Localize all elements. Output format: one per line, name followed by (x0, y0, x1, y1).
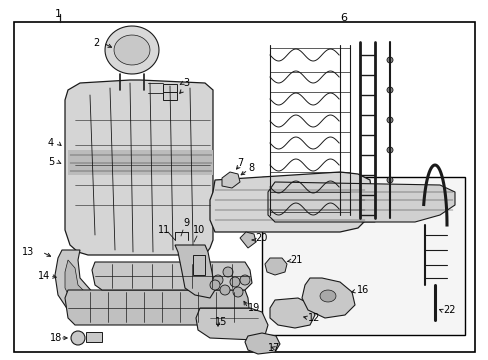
Text: 14: 14 (38, 271, 50, 281)
Text: 10: 10 (193, 225, 205, 235)
Circle shape (220, 285, 229, 295)
Polygon shape (244, 333, 280, 354)
FancyBboxPatch shape (163, 84, 177, 92)
Text: 8: 8 (247, 163, 254, 173)
Polygon shape (222, 172, 240, 188)
Polygon shape (105, 26, 159, 74)
Polygon shape (55, 250, 100, 318)
Text: 2: 2 (93, 38, 99, 48)
Text: 15: 15 (215, 317, 227, 327)
Polygon shape (319, 290, 335, 302)
Circle shape (386, 147, 392, 153)
Circle shape (229, 277, 240, 287)
Text: 17: 17 (267, 343, 280, 353)
Text: 12: 12 (307, 313, 320, 323)
FancyBboxPatch shape (86, 332, 102, 342)
Text: 22: 22 (442, 305, 454, 315)
Polygon shape (269, 298, 314, 328)
Circle shape (209, 280, 220, 290)
FancyBboxPatch shape (262, 177, 464, 335)
Polygon shape (267, 182, 454, 222)
Text: 5: 5 (48, 157, 54, 167)
Polygon shape (357, 205, 377, 222)
Circle shape (223, 267, 232, 277)
Circle shape (386, 57, 392, 63)
Circle shape (232, 287, 243, 297)
Text: 11: 11 (158, 225, 170, 235)
Polygon shape (68, 150, 213, 175)
Polygon shape (302, 278, 354, 318)
Text: 20: 20 (254, 233, 267, 243)
Polygon shape (209, 172, 371, 232)
FancyBboxPatch shape (163, 92, 177, 100)
Text: 19: 19 (247, 303, 260, 313)
Polygon shape (65, 260, 92, 308)
Text: 7: 7 (237, 158, 243, 168)
Text: 18: 18 (50, 333, 62, 343)
Circle shape (386, 117, 392, 123)
Polygon shape (65, 290, 249, 325)
Polygon shape (92, 262, 251, 290)
Circle shape (240, 275, 249, 285)
Text: 21: 21 (289, 255, 302, 265)
Text: 1: 1 (55, 9, 62, 19)
Text: 4: 4 (48, 138, 54, 148)
Circle shape (386, 87, 392, 93)
Text: 3: 3 (183, 78, 189, 88)
Circle shape (386, 177, 392, 183)
Polygon shape (196, 308, 267, 340)
Polygon shape (65, 80, 213, 255)
Circle shape (386, 207, 392, 213)
Text: 6: 6 (339, 13, 346, 23)
Polygon shape (240, 232, 256, 248)
Polygon shape (264, 258, 286, 275)
FancyBboxPatch shape (193, 255, 204, 275)
Polygon shape (114, 35, 150, 65)
Text: 9: 9 (183, 218, 189, 228)
Polygon shape (175, 245, 215, 298)
Text: 16: 16 (356, 285, 368, 295)
Circle shape (71, 331, 85, 345)
Circle shape (213, 275, 223, 285)
Text: 13: 13 (22, 247, 34, 257)
